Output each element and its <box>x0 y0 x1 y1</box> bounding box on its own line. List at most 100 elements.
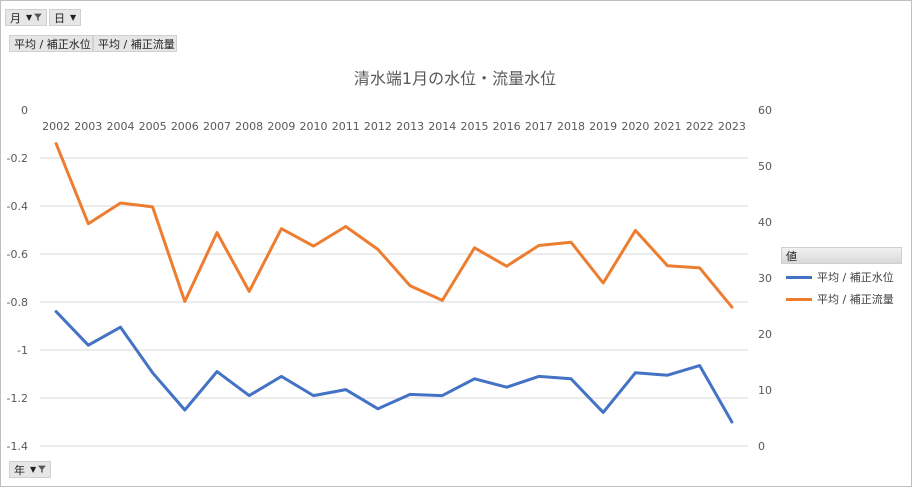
data-point[interactable] <box>472 376 477 381</box>
legend-item-water-level: 平均 / 補正水位 <box>786 269 894 285</box>
x-tick-label: 2002 <box>42 120 70 133</box>
series-line[interactable] <box>54 310 734 424</box>
data-point[interactable] <box>665 373 670 378</box>
data-point[interactable] <box>150 204 155 209</box>
x-tick-label: 2004 <box>106 120 134 133</box>
dropdown-caret-icon: ▼ <box>30 465 37 474</box>
filter-icon <box>38 465 46 474</box>
month-filter-button[interactable]: 月 ▼ <box>5 9 47 26</box>
x-tick-label: 2016 <box>493 120 521 133</box>
data-point[interactable] <box>408 392 413 397</box>
x-tick-label: 2023 <box>718 120 746 133</box>
data-point[interactable] <box>343 387 348 392</box>
data-point[interactable] <box>54 309 59 314</box>
day-filter-label: 日 <box>54 11 65 25</box>
data-point[interactable] <box>54 141 59 146</box>
data-point[interactable] <box>375 247 380 252</box>
legend-label: 平均 / 補正水位 <box>817 271 894 284</box>
x-tick-label: 2022 <box>686 120 714 133</box>
value-field-water-level[interactable]: 平均 / 補正水位 <box>9 35 93 52</box>
legend-swatch <box>786 275 812 279</box>
y-right-tick-label: 0 <box>758 440 765 453</box>
data-point[interactable] <box>536 243 541 248</box>
data-point[interactable] <box>247 393 252 398</box>
x-tick-label: 2014 <box>428 120 456 133</box>
x-tick-label: 2007 <box>203 120 231 133</box>
y-left-tick-label: -0.4 <box>7 200 28 213</box>
data-point[interactable] <box>601 410 606 415</box>
legend-label: 平均 / 補正流量 <box>817 293 894 306</box>
data-point[interactable] <box>440 393 445 398</box>
data-point[interactable] <box>150 370 155 375</box>
legend-title[interactable]: 値 <box>781 247 902 264</box>
chart-title: 清水端1月の水位・流量水位 <box>354 69 556 88</box>
data-point[interactable] <box>279 374 284 379</box>
x-tick-label: 2009 <box>267 120 295 133</box>
data-point[interactable] <box>601 281 606 286</box>
data-point[interactable] <box>182 408 187 413</box>
data-point[interactable] <box>697 265 702 270</box>
data-point[interactable] <box>408 283 413 288</box>
year-filter-button[interactable]: 年 ▼ <box>9 461 51 478</box>
data-point[interactable] <box>536 374 541 379</box>
data-point[interactable] <box>697 363 702 368</box>
x-tick-label: 2010 <box>300 120 328 133</box>
data-point[interactable] <box>729 305 734 310</box>
y-right-tick-label: 10 <box>758 384 772 397</box>
legend-item-flow: 平均 / 補正流量 <box>786 291 894 307</box>
value-field-label: 平均 / 補正水位 <box>14 37 91 51</box>
x-tick-label: 2017 <box>525 120 553 133</box>
y-left-tick-label: -0.8 <box>7 296 28 309</box>
data-point[interactable] <box>247 289 252 294</box>
data-point[interactable] <box>569 376 574 381</box>
data-point[interactable] <box>311 244 316 249</box>
data-point[interactable] <box>472 245 477 250</box>
y-left-tick-label: -0.2 <box>7 152 28 165</box>
x-tick-label: 2018 <box>557 120 585 133</box>
data-point[interactable] <box>440 298 445 303</box>
data-point[interactable] <box>118 325 123 330</box>
data-point[interactable] <box>182 299 187 304</box>
x-tick-label: 2021 <box>654 120 682 133</box>
data-point[interactable] <box>504 264 509 269</box>
data-point[interactable] <box>633 370 638 375</box>
y-right-tick-label: 30 <box>758 272 772 285</box>
data-point[interactable] <box>215 369 220 374</box>
data-point[interactable] <box>311 393 316 398</box>
x-tick-label: 2019 <box>589 120 617 133</box>
data-point[interactable] <box>665 263 670 268</box>
data-point[interactable] <box>343 224 348 229</box>
y-left-tick-label: -1.2 <box>7 392 28 405</box>
x-tick-label: 2011 <box>332 120 360 133</box>
filter-icon <box>34 13 42 22</box>
data-point[interactable] <box>375 406 380 411</box>
data-point[interactable] <box>569 240 574 245</box>
data-point[interactable] <box>633 228 638 233</box>
data-point[interactable] <box>729 420 734 425</box>
data-point[interactable] <box>86 343 91 348</box>
legend-swatch <box>786 297 812 301</box>
x-tick-label: 2005 <box>139 120 167 133</box>
data-point[interactable] <box>504 385 509 390</box>
y-right-tick-label: 60 <box>758 104 772 117</box>
y-right-tick-label: 50 <box>758 160 772 173</box>
dropdown-caret-icon: ▼ <box>26 13 33 22</box>
x-tick-label: 2015 <box>460 120 488 133</box>
data-point[interactable] <box>215 230 220 235</box>
month-filter-label: 月 <box>10 11 21 25</box>
day-filter-button[interactable]: 日 ▼ <box>49 9 81 26</box>
x-tick-label: 2013 <box>396 120 424 133</box>
year-filter-label: 年 <box>14 463 25 477</box>
series-line[interactable] <box>54 142 734 309</box>
data-point[interactable] <box>279 226 284 231</box>
y-left-tick-label: 0 <box>21 104 28 117</box>
data-point[interactable] <box>118 200 123 205</box>
dropdown-caret-icon: ▼ <box>70 13 77 22</box>
x-tick-label: 2020 <box>621 120 649 133</box>
x-tick-label: 2003 <box>74 120 102 133</box>
value-field-label: 平均 / 補正流量 <box>98 37 175 51</box>
data-point[interactable] <box>86 221 91 226</box>
value-field-flow[interactable]: 平均 / 補正流量 <box>93 35 177 52</box>
